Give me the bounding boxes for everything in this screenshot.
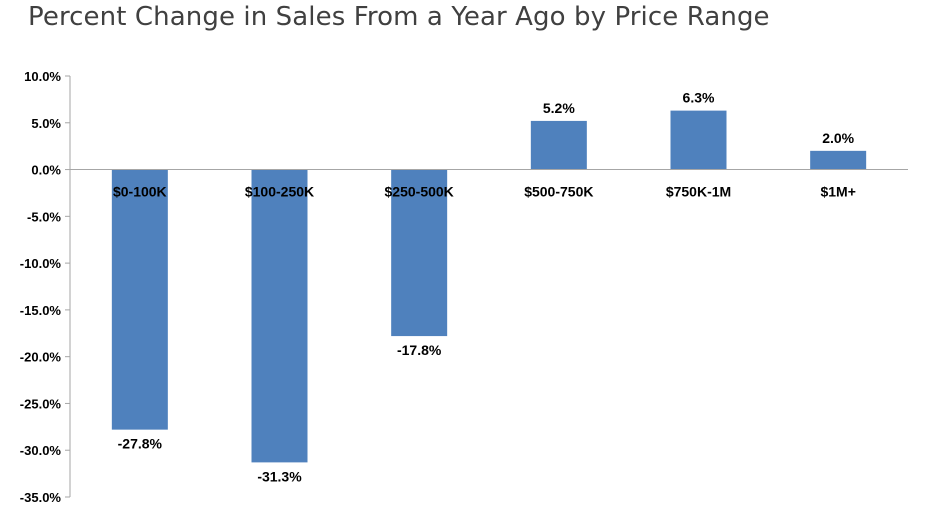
y-tick-label: -20.0% xyxy=(20,350,62,365)
y-tick-label: -35.0% xyxy=(20,490,62,505)
data-labels: -27.8% -31.3% -17.8% 5.2% 6.3% 2.0% xyxy=(118,90,855,485)
y-tick-label: 0.0% xyxy=(31,163,61,178)
bar xyxy=(670,110,727,170)
y-tick-label: -15.0% xyxy=(20,303,62,318)
bars xyxy=(111,110,867,463)
y-tick-label: -25.0% xyxy=(20,396,62,411)
category-label: $250-500K xyxy=(385,184,454,200)
y-axis: 10.0% 5.0% 0.0% -5.0% -10.0% -15.0% -20.0% -25.… xyxy=(20,69,71,505)
bar xyxy=(530,120,587,170)
y-tick-label: -10.0% xyxy=(20,256,62,271)
category-label: $500-750K xyxy=(524,184,593,200)
data-label: -31.3% xyxy=(257,468,302,484)
chart-title: Percent Change in Sales From a Year Ago … xyxy=(28,2,770,32)
y-tick-label: -30.0% xyxy=(20,443,62,458)
bar xyxy=(810,150,867,170)
data-label: 2.0% xyxy=(822,130,854,146)
category-label: $100-250K xyxy=(245,184,314,200)
bar xyxy=(391,169,448,337)
data-label: 6.3% xyxy=(683,90,715,106)
bar xyxy=(111,169,168,430)
category-label: $1M+ xyxy=(820,184,855,200)
y-tick-label: -5.0% xyxy=(27,209,61,224)
bar xyxy=(251,169,308,463)
data-label: -17.8% xyxy=(397,342,442,358)
y-tick-label: 10.0% xyxy=(24,69,61,84)
category-label: $750K-1M xyxy=(666,184,731,200)
data-label: 5.2% xyxy=(543,100,575,116)
x-axis: $0-100K $100-250K $250-500K $500-750K $750K-… xyxy=(70,169,908,200)
y-tick-label: 5.0% xyxy=(31,116,61,131)
data-label: -27.8% xyxy=(118,436,163,452)
category-label: $0-100K xyxy=(113,184,167,200)
